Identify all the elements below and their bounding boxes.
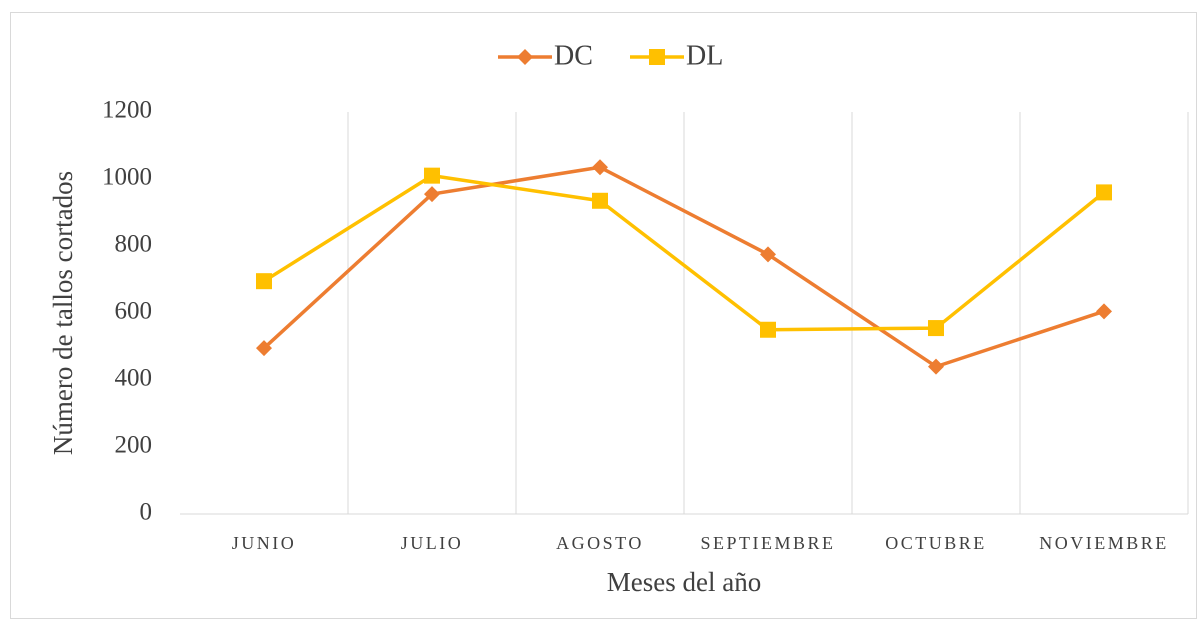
- point-marker: [760, 246, 776, 263]
- y-tick-label: 200: [115, 432, 153, 459]
- x-tick-label: SEPTIEMBRE: [700, 533, 835, 553]
- point-marker: [1096, 184, 1112, 201]
- y-tick-label: 1200: [102, 97, 152, 124]
- y-tick-label: 0: [140, 499, 153, 526]
- x-tick-label: JUNIO: [232, 533, 297, 553]
- point-marker: [760, 321, 776, 338]
- x-tick-label: OCTUBRE: [885, 533, 987, 553]
- point-marker: [928, 320, 944, 337]
- legend-label: DL: [686, 40, 723, 71]
- point-marker: [1096, 303, 1112, 320]
- y-tick-label: 400: [115, 365, 153, 392]
- legend-marker: [649, 49, 665, 65]
- y-tick-label: 800: [115, 231, 153, 258]
- legend-label: DC: [554, 40, 593, 71]
- point-marker: [256, 340, 272, 357]
- y-axis-title: Número de tallos cortados: [48, 171, 78, 455]
- point-marker: [424, 167, 440, 184]
- y-tick-label: 1000: [102, 164, 152, 191]
- point-marker: [928, 358, 944, 375]
- x-axis-title: Meses del año: [607, 567, 761, 597]
- x-tick-label: NOVIEMBRE: [1039, 533, 1169, 553]
- series-line: [262, 165, 1105, 369]
- x-tick-label: JULIO: [401, 533, 464, 553]
- point-marker: [256, 273, 272, 290]
- point-marker: [424, 186, 440, 203]
- legend-marker: [517, 49, 533, 65]
- series-line: [263, 173, 1106, 332]
- point-marker: [592, 192, 608, 209]
- x-tick-label: AGOSTO: [556, 533, 644, 553]
- point-marker: [592, 159, 608, 176]
- chart-border: [10, 12, 1197, 619]
- y-tick-label: 600: [115, 298, 153, 325]
